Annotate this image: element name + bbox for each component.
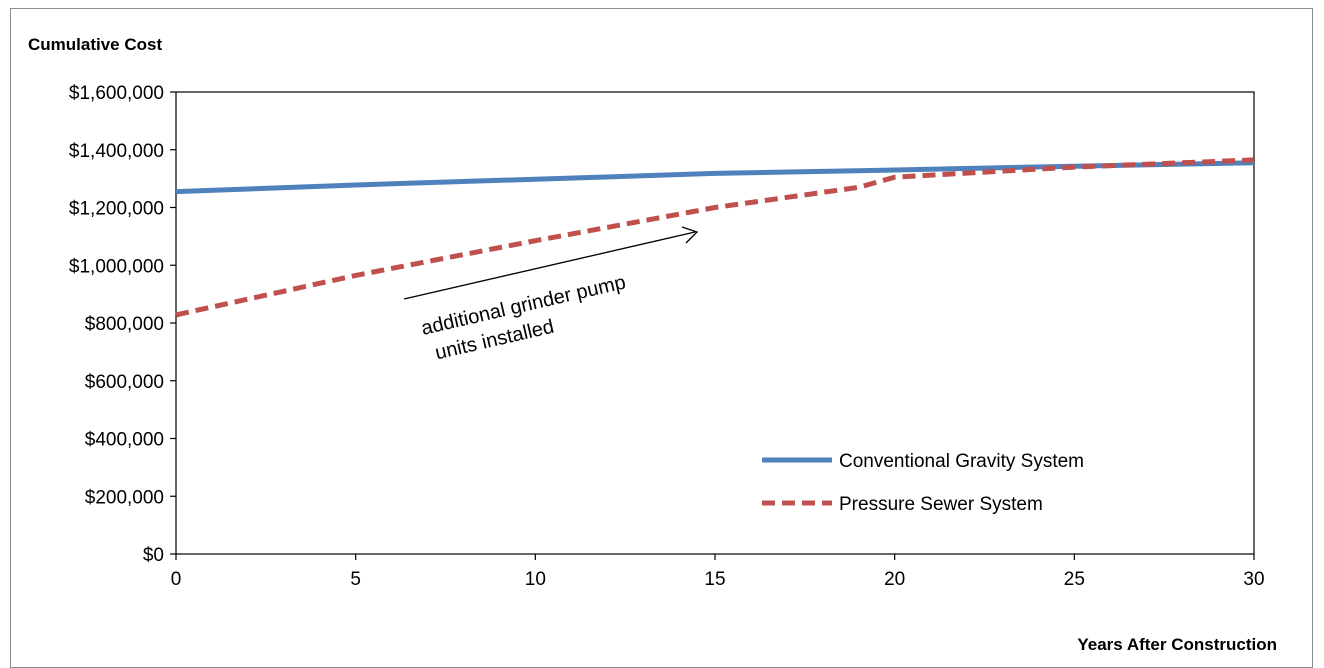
axes	[175, 91, 1255, 555]
y-tick-label: $1,400,000	[69, 141, 164, 162]
x-tick-label: 0	[171, 569, 182, 590]
x-tick-label: 20	[884, 569, 905, 590]
legend: Conventional Gravity System Pressure Sew…	[762, 451, 1084, 515]
y-tick-label: $1,600,000	[69, 83, 164, 104]
x-tick-label: 30	[1243, 569, 1264, 590]
y-tick-label: $800,000	[85, 314, 164, 335]
y-tick-label: $1,200,000	[69, 199, 164, 220]
y-tick-label: $0	[143, 545, 164, 566]
legend-label-pressure: Pressure Sewer System	[839, 494, 1043, 515]
y-tick-label: $600,000	[85, 372, 164, 393]
x-tick-label: 15	[704, 569, 725, 590]
series-lines	[175, 157, 1255, 318]
plot-area-border	[175, 91, 1255, 555]
x-tick-label: 5	[350, 569, 361, 590]
chart-frame	[10, 8, 1313, 668]
y-tick-label: $1,000,000	[69, 256, 164, 277]
x-axis-title: Years After Construction	[1077, 635, 1277, 654]
x-tick-label: 25	[1064, 569, 1085, 590]
y-tick-label: $400,000	[85, 430, 164, 451]
annotation-arrow-line	[403, 231, 696, 300]
x-tick-label: 10	[525, 569, 546, 590]
ticks: $0 $200,000 $400,000 $600,000 $800,000 $1,000…	[69, 83, 1265, 590]
annotation-arrow-head	[681, 226, 699, 244]
series-line-pressure	[175, 157, 1255, 318]
annotation: additional grinder pump units installed	[403, 226, 699, 364]
y-tick-label: $200,000	[85, 487, 164, 508]
legend-label-gravity: Conventional Gravity System	[839, 451, 1084, 472]
y-axis-title: Cumulative Cost	[28, 35, 162, 54]
